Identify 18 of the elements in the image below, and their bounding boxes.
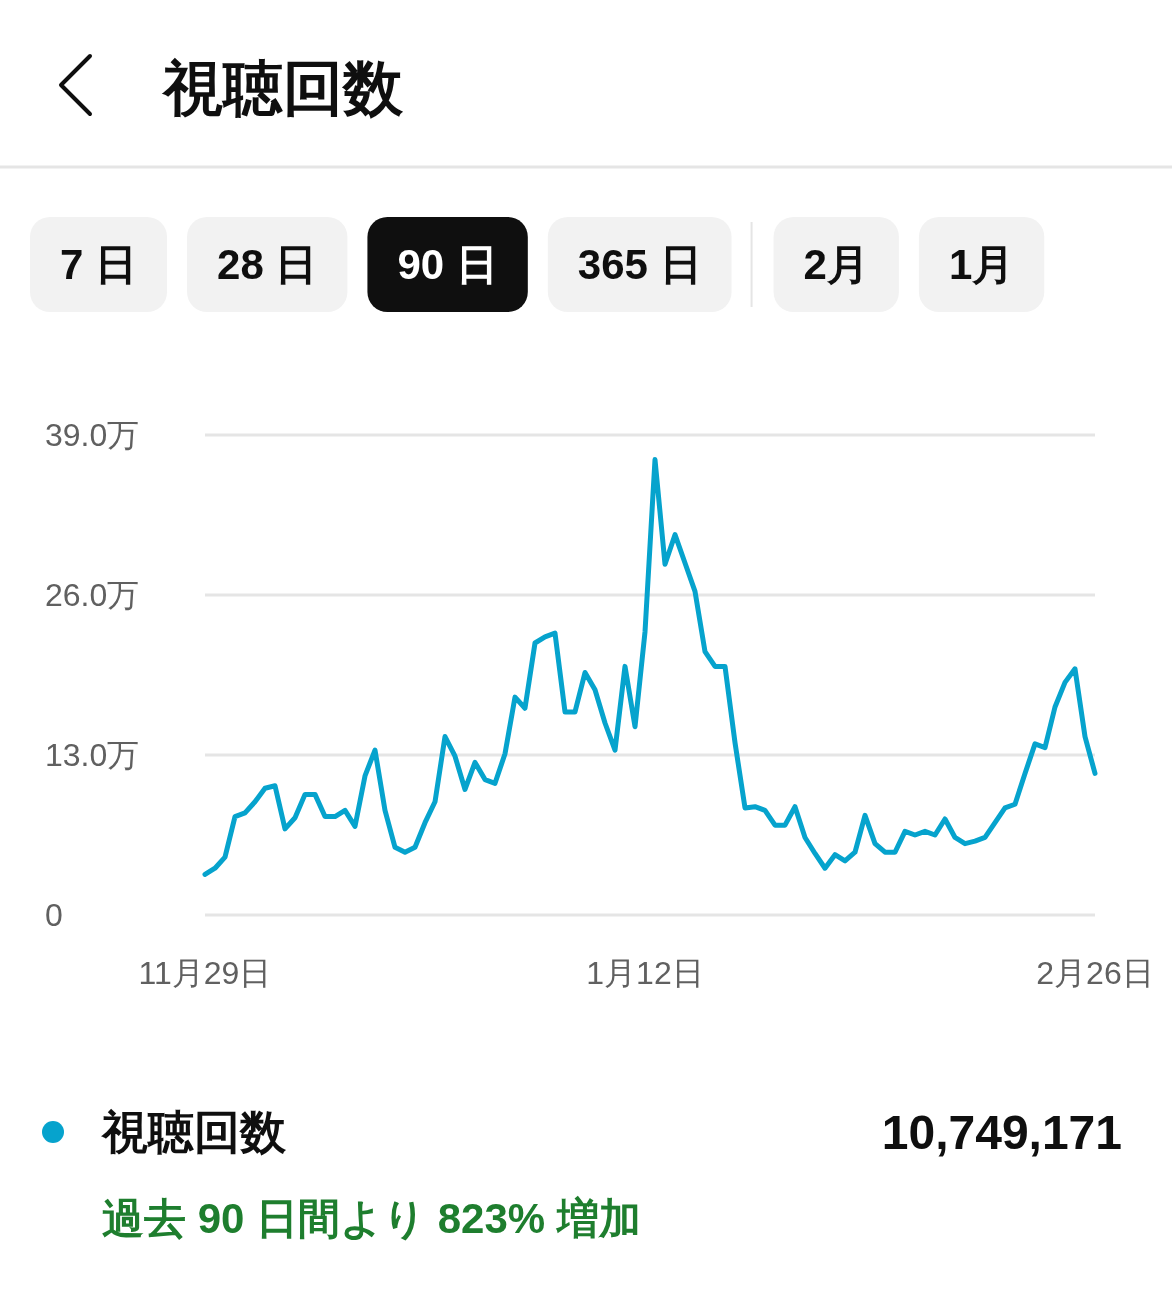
- x-tick-label: 2月26日: [1036, 955, 1154, 991]
- period-button: 2月: [773, 217, 899, 312]
- period-button: 28 日: [187, 217, 348, 312]
- period-button: 1月: [918, 217, 1045, 312]
- text: 過去 90 日間より 823% 増加: [102, 1194, 641, 1242]
- chart-title: 視聴回数: [161, 54, 404, 122]
- text: 10,749,171: [881, 1105, 1122, 1159]
- y-tick-label: 13.0万: [45, 737, 140, 773]
- period-button: 90 日: [367, 217, 528, 312]
- x-tick-label: 1月12日: [586, 955, 704, 991]
- legend-label: 視聴回数: [100, 1106, 287, 1158]
- y-tick-label: 0: [45, 897, 63, 933]
- period-button: 365 日: [547, 217, 732, 312]
- x-tick-label: 11月29日: [138, 955, 272, 991]
- y-tick-label: 26.0万: [45, 577, 140, 613]
- period-button: 7 日: [30, 217, 168, 312]
- legend: 視聴回数: [42, 1106, 286, 1158]
- y-tick-label: 39.0万: [45, 417, 140, 453]
